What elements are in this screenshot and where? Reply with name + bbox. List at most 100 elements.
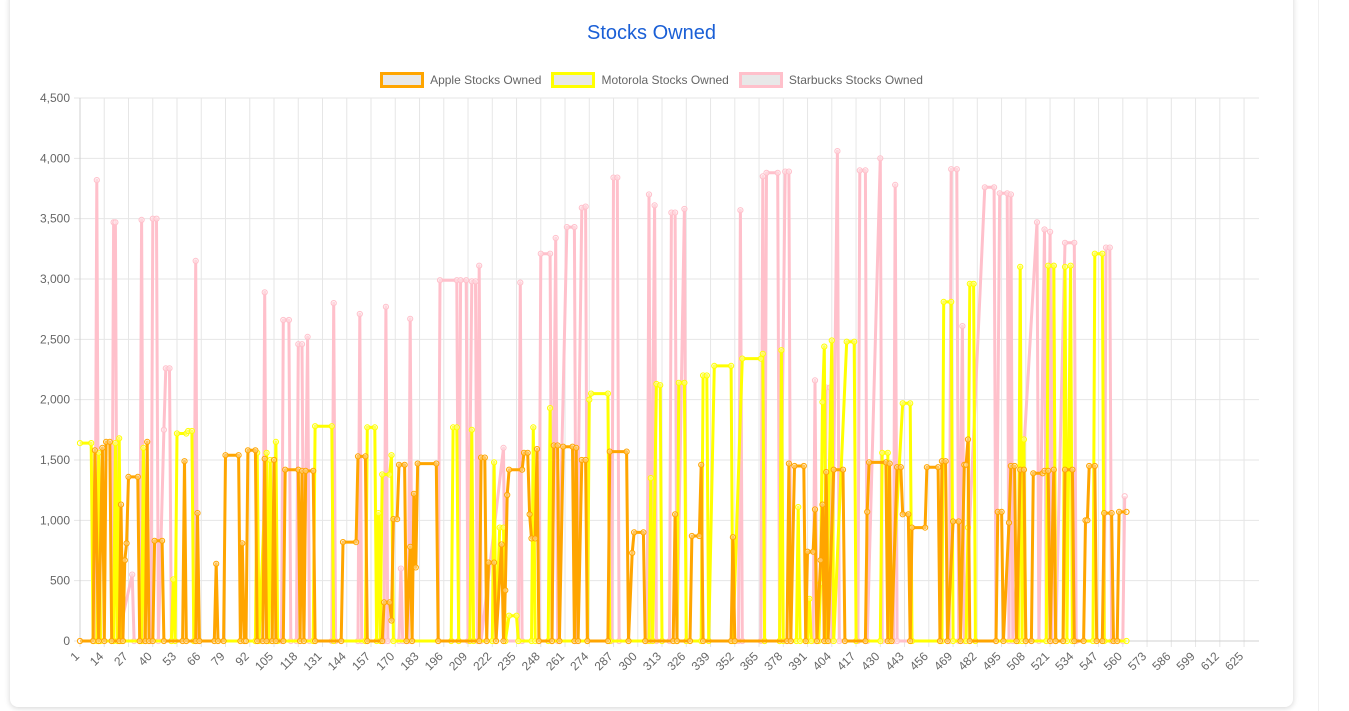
data-point[interactable] [1017,263,1024,270]
data-point[interactable] [532,535,539,542]
data-point[interactable] [629,549,636,557]
data-point[interactable] [513,612,520,619]
data-point[interactable] [328,423,335,430]
data-point[interactable] [548,637,556,645]
data-point[interactable] [170,576,177,583]
data-point[interactable] [1045,467,1052,474]
data-point[interactable] [310,467,317,474]
data-point[interactable] [681,379,688,386]
data-point[interactable] [1061,466,1069,473]
data-point[interactable] [759,173,766,180]
data-point[interactable] [953,166,960,173]
data-point[interactable] [830,637,837,645]
data-point[interactable] [1086,462,1093,470]
data-point[interactable] [530,424,537,431]
data-point[interactable] [948,298,955,305]
data-point[interactable] [970,280,977,287]
data-point[interactable] [280,637,287,645]
data-point[interactable] [862,637,869,645]
data-point[interactable] [584,637,591,645]
data-point[interactable] [877,637,884,645]
data-point[interactable] [138,216,145,223]
data-point[interactable] [821,343,828,350]
data-point[interactable] [959,323,966,330]
data-point[interactable] [183,637,190,645]
data-point[interactable] [339,539,347,546]
data-point[interactable] [414,460,421,467]
data-point[interactable] [1020,436,1028,443]
data-point[interactable] [1093,637,1100,645]
data-point[interactable] [1082,517,1089,524]
data-point[interactable] [575,637,582,645]
data-point[interactable] [395,461,403,468]
data-point[interactable] [1061,263,1069,270]
data-point[interactable] [272,438,279,445]
data-point[interactable] [642,637,649,645]
data-point[interactable] [894,637,901,645]
data-point[interactable] [606,448,613,455]
data-point[interactable] [519,466,526,473]
data-point[interactable] [213,560,220,567]
data-point[interactable] [119,637,127,645]
data-point[interactable] [823,469,830,476]
data-point[interactable] [453,424,460,431]
data-point[interactable] [302,467,309,474]
data-point[interactable] [556,637,563,645]
data-point[interactable] [991,184,998,191]
data-point[interactable] [491,459,498,466]
data-point[interactable] [645,191,653,198]
data-point[interactable] [252,447,259,454]
data-point[interactable] [134,473,141,480]
data-point[interactable] [537,250,544,257]
data-point[interactable] [1071,637,1078,645]
data-point[interactable] [1091,250,1098,257]
data-point[interactable] [394,516,401,523]
data-point[interactable] [830,466,837,473]
data-point[interactable] [778,347,785,354]
data-point[interactable] [819,399,826,406]
data-point[interactable] [966,637,973,645]
data-point[interactable] [1084,517,1091,524]
data-point[interactable] [153,215,160,222]
data-point[interactable] [88,440,95,447]
data-point[interactable] [623,448,630,455]
data-point[interactable] [506,466,513,473]
data-point[interactable] [382,303,389,310]
data-point[interactable] [759,350,766,357]
data-point[interactable] [263,449,270,456]
data-point[interactable] [106,438,113,445]
data-point[interactable] [390,637,397,645]
data-point[interactable] [582,456,589,464]
data-point[interactable] [1069,466,1076,473]
data-point[interactable] [1028,637,1035,645]
data-point[interactable] [220,637,227,645]
data-point[interactable] [1041,226,1048,233]
data-point[interactable] [112,219,119,226]
data-point[interactable] [1030,470,1037,477]
data-point[interactable] [149,637,156,645]
data-point[interactable] [235,452,242,459]
data-point[interactable] [843,338,850,345]
data-point[interactable] [160,637,167,645]
data-point[interactable] [791,462,798,470]
data-point[interactable] [222,452,229,459]
data-point[interactable] [515,637,522,645]
data-point[interactable] [91,447,99,454]
data-point[interactable] [810,548,817,555]
data-point[interactable] [101,637,108,645]
data-point[interactable] [312,423,319,430]
data-point[interactable] [272,637,279,645]
data-point[interactable] [116,435,123,442]
data-point[interactable] [879,449,886,456]
data-point[interactable] [940,298,947,305]
data-point[interactable] [502,587,509,594]
data-point[interactable] [491,559,498,566]
data-point[interactable] [196,637,203,645]
data-point[interactable] [412,564,419,571]
data-point[interactable] [1123,637,1130,645]
data-point[interactable] [1060,637,1067,645]
data-point[interactable] [800,462,807,470]
data-point[interactable] [700,637,707,645]
data-point[interactable] [957,637,964,645]
data-point[interactable] [476,262,483,269]
